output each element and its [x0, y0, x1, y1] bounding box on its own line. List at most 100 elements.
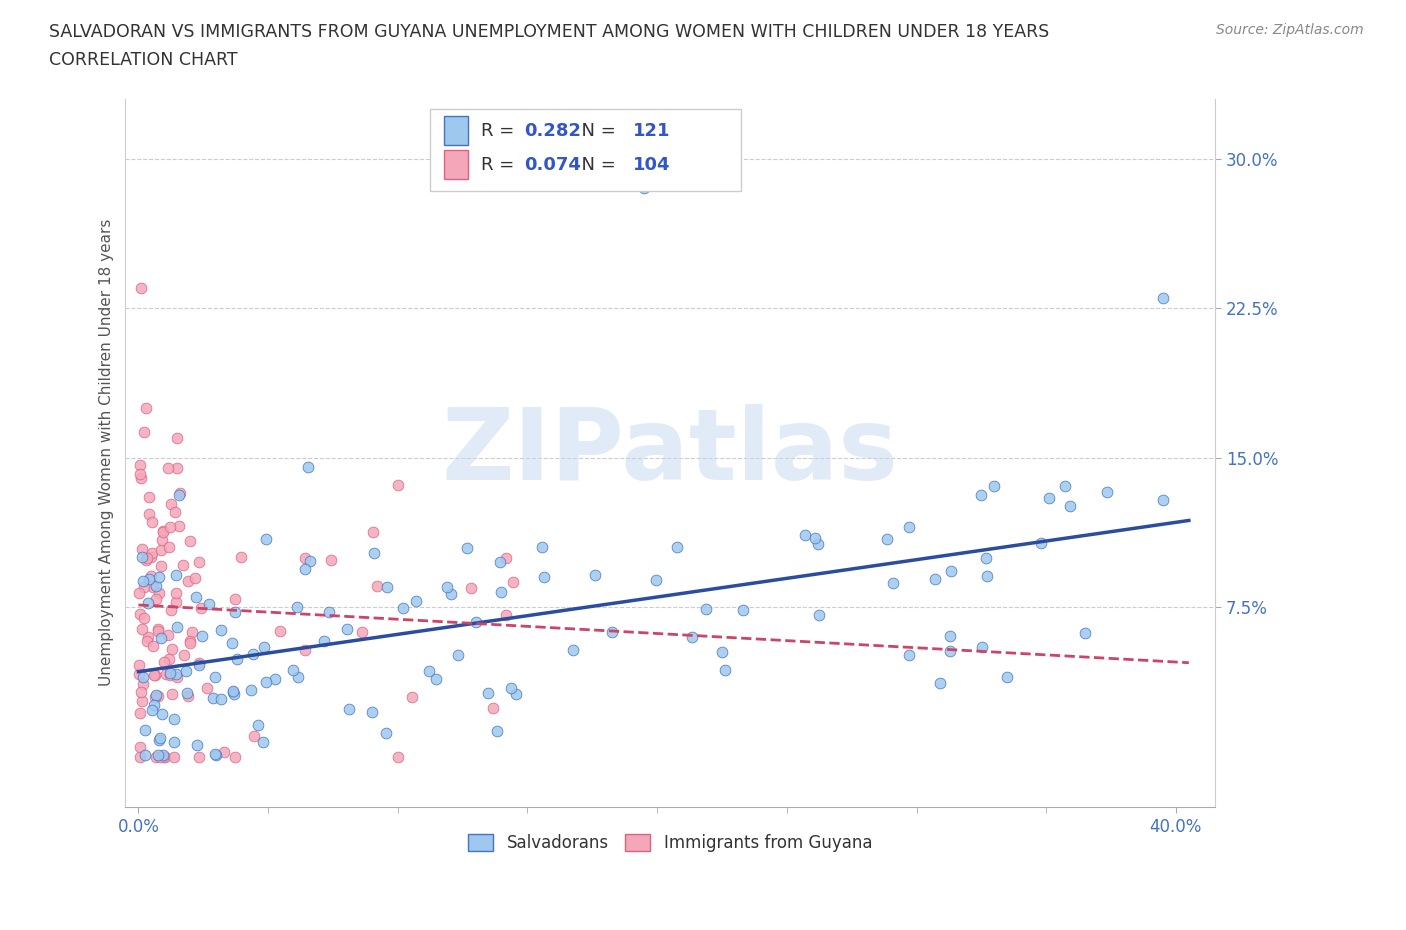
Point	[806, 537, 828, 551]
Point	[136, 551, 159, 565]
Point	[242, 646, 264, 661]
Point	[131, 541, 153, 556]
Point	[222, 684, 245, 698]
Point	[129, 458, 152, 472]
Point	[160, 603, 183, 618]
Point	[141, 702, 163, 717]
Point	[285, 600, 308, 615]
Point	[243, 728, 266, 743]
Point	[129, 471, 152, 485]
Point	[240, 682, 263, 697]
Point	[485, 724, 508, 738]
Point	[187, 554, 209, 569]
Point	[134, 611, 156, 626]
Point	[131, 676, 153, 691]
Point	[134, 723, 156, 737]
Point	[447, 647, 470, 662]
Point	[297, 459, 319, 474]
Text: R =: R =	[481, 155, 520, 174]
Point	[204, 746, 226, 761]
Point	[460, 581, 482, 596]
Point	[160, 642, 183, 657]
Point	[352, 624, 374, 639]
Point	[363, 525, 385, 539]
Point	[139, 569, 162, 584]
Point	[142, 579, 165, 594]
Point	[363, 546, 385, 561]
Point	[377, 580, 399, 595]
Point	[247, 717, 270, 732]
Point	[165, 594, 187, 609]
Point	[253, 639, 276, 654]
Point	[152, 524, 174, 538]
Point	[132, 670, 155, 684]
Point	[148, 623, 170, 638]
Point	[190, 600, 212, 615]
Point	[897, 647, 920, 662]
Point	[179, 533, 201, 548]
Point	[425, 671, 447, 686]
Point	[318, 604, 340, 619]
Point	[644, 572, 666, 587]
Text: 104: 104	[633, 155, 671, 174]
Text: R =: R =	[481, 122, 520, 140]
Point	[163, 735, 186, 750]
Point	[312, 633, 335, 648]
Point	[337, 702, 360, 717]
Point	[876, 532, 898, 547]
Text: SALVADORAN VS IMMIGRANTS FROM GUYANA UNEMPLOYMENT AMONG WOMEN WITH CHILDREN UNDE: SALVADORAN VS IMMIGRANTS FROM GUYANA UNE…	[49, 23, 1049, 41]
Point	[142, 639, 165, 654]
Point	[212, 745, 235, 760]
Point	[387, 750, 409, 764]
Point	[146, 688, 169, 703]
Point	[222, 686, 245, 701]
Point	[924, 571, 946, 586]
Point	[319, 552, 342, 567]
Point	[530, 540, 553, 555]
Point	[169, 487, 191, 502]
Point	[148, 586, 170, 601]
Point	[135, 401, 157, 416]
Text: N =: N =	[569, 122, 621, 140]
Point	[165, 667, 187, 682]
Point	[202, 690, 225, 705]
Point	[163, 750, 186, 764]
Point	[155, 667, 177, 682]
Point	[150, 707, 173, 722]
Point	[583, 567, 606, 582]
Point	[695, 602, 717, 617]
Point	[283, 663, 305, 678]
Point	[157, 539, 180, 554]
Point	[225, 651, 247, 666]
Point	[167, 519, 190, 534]
Point	[181, 624, 204, 639]
Point	[163, 711, 186, 726]
Point	[143, 668, 166, 683]
Point	[173, 647, 195, 662]
Point	[733, 603, 755, 618]
Point	[456, 541, 478, 556]
Point	[495, 551, 517, 565]
Point	[489, 555, 512, 570]
Point	[633, 181, 655, 196]
Point	[418, 663, 440, 678]
Point	[803, 531, 825, 546]
Point	[209, 692, 232, 707]
Point	[145, 591, 167, 606]
Point	[172, 557, 194, 572]
Point	[1038, 490, 1060, 505]
Point	[166, 460, 188, 475]
Point	[499, 681, 522, 696]
Point	[187, 658, 209, 672]
Point	[160, 686, 183, 701]
Point	[464, 615, 486, 630]
Text: N =: N =	[569, 155, 621, 174]
Point	[159, 665, 181, 680]
Point	[533, 569, 555, 584]
Point	[159, 520, 181, 535]
Point	[165, 505, 187, 520]
Point	[222, 684, 245, 699]
Point	[1053, 478, 1076, 493]
Point	[1074, 625, 1097, 640]
Point	[941, 564, 963, 578]
